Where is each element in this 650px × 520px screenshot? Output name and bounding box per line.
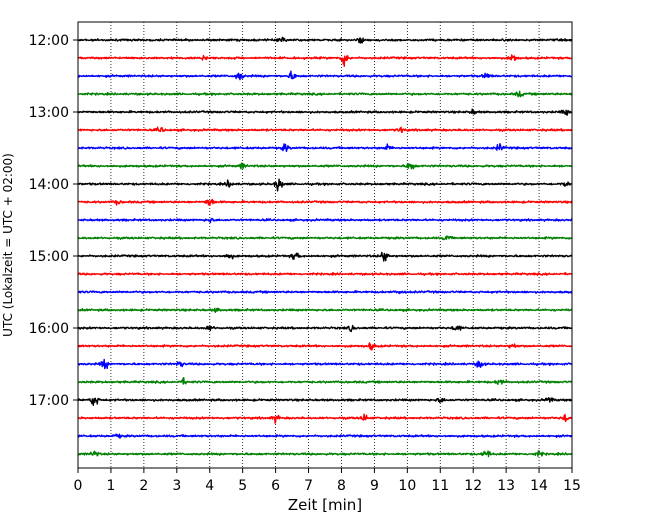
trace-1330	[77, 143, 573, 153]
x-tick-label-1: 1	[106, 478, 115, 494]
x-tick-label-8: 8	[337, 478, 346, 494]
trace-1215	[77, 54, 573, 67]
trace-1300	[77, 108, 573, 116]
vertical-gridlines	[110, 22, 540, 468]
trace-group	[77, 36, 573, 458]
trace-1230	[77, 70, 573, 81]
y-tick-label-4: 16:00	[29, 321, 69, 337]
trace-1715	[77, 413, 573, 424]
trace-1500	[77, 251, 573, 262]
plot-frame	[77, 21, 573, 469]
plot-area	[78, 22, 572, 468]
x-axis-ticks: 0 1 2 3 4 5 6 7 8 9 10 11 12 13 14 15	[74, 468, 581, 494]
trace-1545	[77, 307, 573, 313]
x-tick-label-0: 0	[74, 478, 83, 494]
x-tick-label-12: 12	[464, 478, 482, 494]
x-tick-label-6: 6	[271, 478, 280, 494]
trace-1245	[77, 90, 573, 98]
x-tick-label-5: 5	[238, 478, 247, 494]
x-tick-label-15: 15	[563, 478, 581, 494]
y-tick-label-3: 15:00	[29, 249, 69, 265]
trace-1730	[77, 433, 573, 439]
trace-1530	[77, 290, 573, 295]
y-tick-label-1: 13:00	[29, 105, 69, 121]
x-tick-label-2: 2	[139, 478, 148, 494]
trace-1745	[77, 450, 573, 458]
trace-1600	[77, 324, 573, 333]
trace-1315	[77, 126, 573, 134]
trace-1700	[77, 397, 573, 406]
x-tick-label-3: 3	[172, 478, 181, 494]
x-tick-label-9: 9	[370, 478, 379, 494]
trace-1645	[77, 376, 573, 385]
y-axis-label: UTC (Lokalzeit = UTC + 02:00)	[1, 153, 15, 337]
y-tick-label-0: 12:00	[29, 33, 69, 49]
x-tick-label-13: 13	[497, 478, 515, 494]
trace-1445	[77, 235, 573, 241]
x-tick-label-11: 11	[431, 478, 449, 494]
trace-1200	[77, 36, 573, 44]
x-tick-label-10: 10	[398, 478, 416, 494]
trace-1515	[77, 271, 573, 277]
trace-1430	[77, 217, 573, 224]
x-axis-label: Zeit [min]	[288, 496, 362, 514]
trace-1615	[77, 342, 573, 351]
x-tick-label-4: 4	[205, 478, 214, 494]
x-tick-label-7: 7	[304, 478, 313, 494]
trace-1345	[77, 162, 573, 170]
trace-1400	[77, 178, 573, 192]
y-tick-label-2: 14:00	[29, 177, 69, 193]
y-axis-ticks: 12:00 13:00 14:00 15:00 16:00 17:00	[29, 33, 78, 409]
trace-1630	[77, 358, 573, 370]
y-tick-label-5: 17:00	[29, 393, 69, 409]
x-tick-label-14: 14	[530, 478, 548, 494]
trace-1415	[77, 198, 573, 207]
